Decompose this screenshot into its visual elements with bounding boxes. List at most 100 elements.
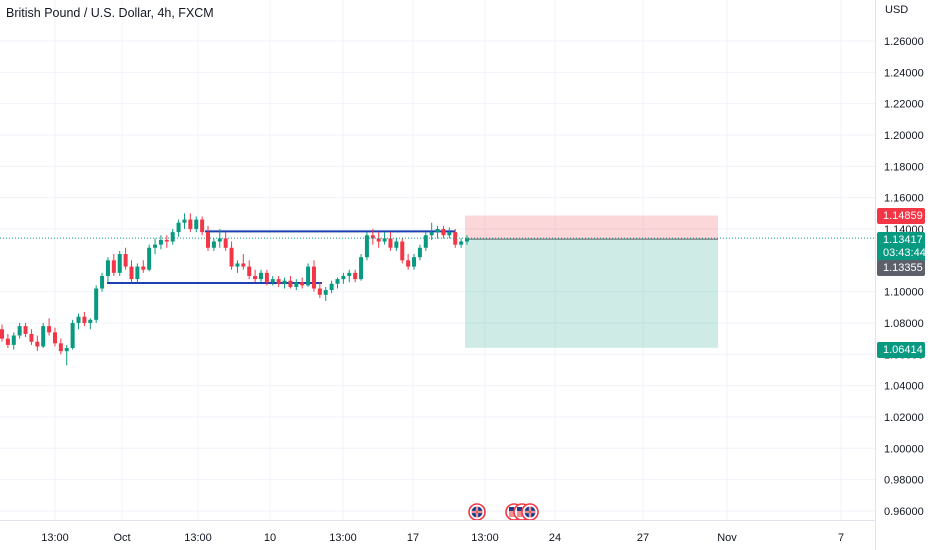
current-price-value: 1.13417 [883,234,923,246]
candle-down [164,239,169,242]
candle-up [100,275,105,289]
candle-down [188,219,193,229]
candle-down [311,266,316,289]
candle-down [23,326,28,334]
price-tick-label: 1.08000 [884,318,924,330]
candle-up [147,247,152,270]
candle-down [376,238,381,242]
price-tick-label: 1.10000 [884,287,924,299]
candle-up [394,241,399,248]
candle-up [170,232,175,242]
candle-down [29,333,34,342]
time-axis-ticks: 13:00 Oct 13:00 10 13:00 17 13:00 24 27 Nov 7 [41,532,844,544]
candle-up [94,288,99,320]
candle-down [247,266,252,276]
candle-up [306,266,311,286]
price-tick-label: 1.22000 [884,99,924,111]
candle-up [282,280,287,284]
candle-down [0,329,4,339]
entry-price-tag: 1.13355 [877,260,925,276]
price-tick-label: 1.24000 [884,67,924,79]
candle-up [64,348,69,352]
time-tick-label: Nov [717,532,737,544]
candle-up [341,275,346,280]
symbol-title: British Pound / U.S. Dollar, 4h, FXCM [6,6,214,20]
take-profit-zone [465,239,718,348]
price-tick-label: 1.26000 [884,36,924,48]
candle-up [211,241,216,248]
candle-up [329,283,334,291]
candle-up [182,219,187,223]
chart-grid [0,0,875,520]
candle-up [194,219,199,229]
candle-up [382,238,387,242]
candle-up [217,238,222,242]
price-tick-label: 0.98000 [884,475,924,487]
time-axis-separator [0,520,875,521]
position-zones [465,215,718,348]
candle-down [241,263,246,267]
candle-down [388,238,393,248]
candle-up [429,232,434,236]
economic-events [468,503,539,521]
candle-up [412,257,417,267]
candle-down [82,316,87,323]
candle-up [435,228,440,233]
time-tick-label: 24 [549,532,561,544]
candle-down [353,272,358,280]
candle-up [335,279,340,284]
target-price-tag: 1.06414 [877,342,925,358]
price-tick-label: 1.02000 [884,412,924,424]
candle-up [76,316,81,323]
candle-up [323,290,328,295]
candle-up [105,260,110,276]
candle-down [47,326,52,333]
candle-up [417,247,422,258]
candle-up [135,266,140,280]
flag-canton [509,507,514,511]
candle-down [288,280,293,287]
candle-up [364,235,369,258]
target-price-value: 1.06414 [883,344,923,356]
price-axis-currency[interactable]: USD [885,4,909,16]
price-tick-label: 1.18000 [884,161,924,173]
candle-down [264,272,269,283]
candle-up [70,322,75,349]
stop-price-tag: 1.14859 [877,208,925,224]
candle-up [270,279,275,283]
candle-up [17,326,22,336]
uk-flag-icon[interactable] [468,503,486,521]
entry-price-value: 1.13355 [883,262,923,274]
candle-down [141,266,146,270]
candle-up [176,222,181,233]
candle-down [253,275,258,280]
candle-down [276,279,281,284]
price-axis-ticks: 1.26000 1.24000 1.22000 1.20000 1.18000 1.160… [884,36,924,518]
candle-down [400,241,405,261]
candle-up [447,232,452,236]
current-price-tag: 1.13417 03:43:44 [877,232,926,262]
candle-down [200,219,205,233]
candle-down [453,232,458,245]
price-tick-label: 1.04000 [884,381,924,393]
time-tick-label: Oct [113,532,130,544]
candle-up [423,235,428,248]
candle-down [300,282,305,286]
candle-down [129,266,134,280]
uk-flag-icon[interactable] [521,503,539,521]
candle-down [406,260,411,267]
price-tick-label: 0.96000 [884,506,924,518]
candle-up [459,241,464,245]
candle-up [153,244,158,248]
time-tick-label: 17 [407,532,419,544]
candle-down [441,228,446,236]
candle-up [235,263,240,267]
candle-up [88,319,93,323]
candle-down [123,254,128,267]
candle-up [347,272,352,276]
candle-down [111,260,116,273]
stop-price-value: 1.14859 [883,210,923,222]
time-tick-label: 13:00 [329,532,357,544]
candles [0,213,469,366]
